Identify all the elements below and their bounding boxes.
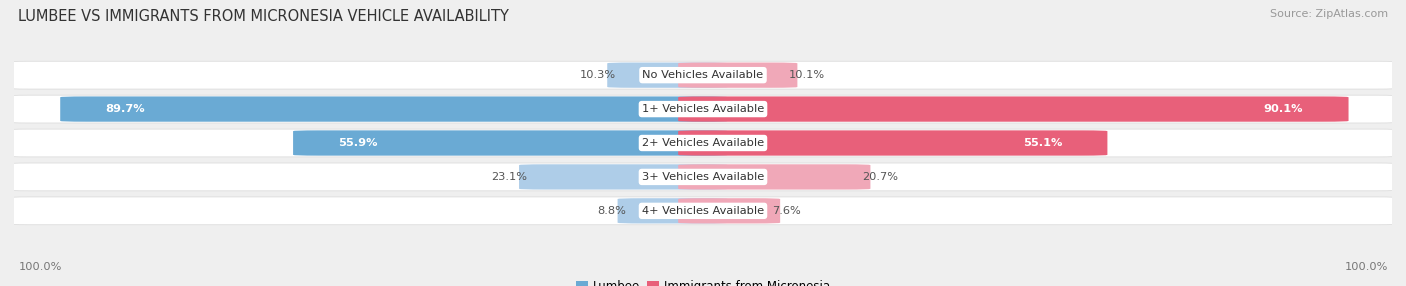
Text: 3+ Vehicles Available: 3+ Vehicles Available xyxy=(643,172,763,182)
FancyBboxPatch shape xyxy=(678,164,870,190)
Text: 90.1%: 90.1% xyxy=(1264,104,1303,114)
Text: 1+ Vehicles Available: 1+ Vehicles Available xyxy=(643,104,763,114)
FancyBboxPatch shape xyxy=(6,129,1400,157)
Text: 8.8%: 8.8% xyxy=(598,206,626,216)
Text: LUMBEE VS IMMIGRANTS FROM MICRONESIA VEHICLE AVAILABILITY: LUMBEE VS IMMIGRANTS FROM MICRONESIA VEH… xyxy=(18,9,509,23)
Text: Source: ZipAtlas.com: Source: ZipAtlas.com xyxy=(1270,9,1388,19)
FancyBboxPatch shape xyxy=(607,63,728,88)
Legend: Lumbee, Immigrants from Micronesia: Lumbee, Immigrants from Micronesia xyxy=(571,276,835,286)
FancyBboxPatch shape xyxy=(6,95,1400,123)
Text: 55.1%: 55.1% xyxy=(1022,138,1062,148)
Text: 20.7%: 20.7% xyxy=(862,172,898,182)
Text: 10.3%: 10.3% xyxy=(579,70,616,80)
FancyBboxPatch shape xyxy=(6,163,1400,191)
FancyBboxPatch shape xyxy=(6,61,1400,89)
Text: No Vehicles Available: No Vehicles Available xyxy=(643,70,763,80)
Text: 4+ Vehicles Available: 4+ Vehicles Available xyxy=(643,206,763,216)
FancyBboxPatch shape xyxy=(60,96,728,122)
FancyBboxPatch shape xyxy=(617,198,728,223)
Text: 2+ Vehicles Available: 2+ Vehicles Available xyxy=(643,138,763,148)
FancyBboxPatch shape xyxy=(678,63,797,88)
FancyBboxPatch shape xyxy=(678,96,1348,122)
Text: 7.6%: 7.6% xyxy=(772,206,800,216)
Text: 23.1%: 23.1% xyxy=(491,172,527,182)
Text: 100.0%: 100.0% xyxy=(18,262,62,272)
FancyBboxPatch shape xyxy=(678,130,1108,156)
FancyBboxPatch shape xyxy=(6,197,1400,225)
Text: 10.1%: 10.1% xyxy=(789,70,825,80)
FancyBboxPatch shape xyxy=(519,164,728,190)
Text: 55.9%: 55.9% xyxy=(339,138,378,148)
Text: 89.7%: 89.7% xyxy=(105,104,145,114)
FancyBboxPatch shape xyxy=(292,130,728,156)
FancyBboxPatch shape xyxy=(678,198,780,223)
Text: 100.0%: 100.0% xyxy=(1344,262,1388,272)
